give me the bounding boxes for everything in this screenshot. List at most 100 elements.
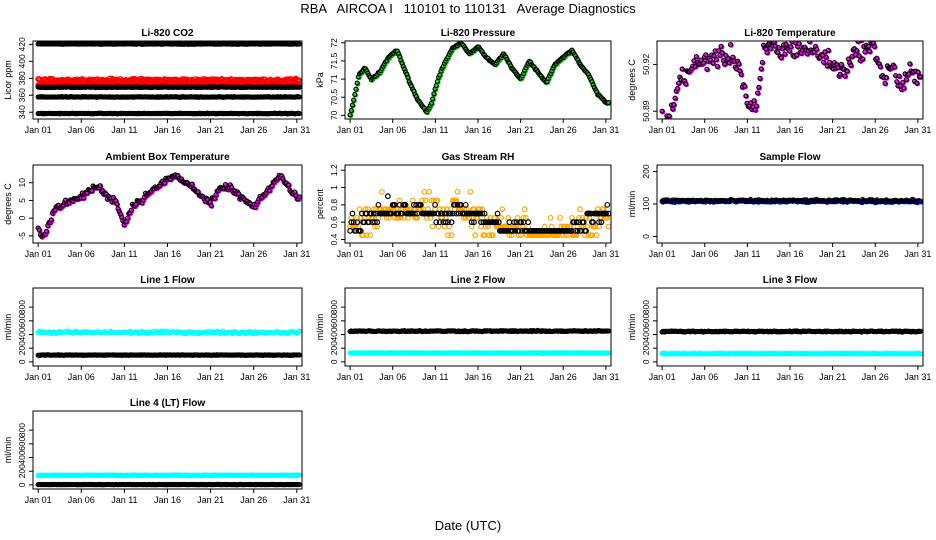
- data-point: [568, 227, 575, 234]
- data-point: [462, 201, 469, 208]
- data-point-halo: [759, 67, 765, 73]
- chart-title: Sample Flow: [759, 152, 820, 163]
- data-point: [481, 210, 488, 217]
- data-point: [835, 64, 841, 70]
- data-point-halo: [868, 49, 874, 55]
- data-point: [793, 52, 800, 58]
- y-tick-label: 70.5: [329, 89, 339, 106]
- data-point-halo: [744, 94, 750, 100]
- data-point: [825, 47, 832, 53]
- data-point-halo: [756, 91, 761, 97]
- data-point: [431, 91, 437, 97]
- data-point: [436, 219, 443, 226]
- data-point-halo: [739, 72, 745, 78]
- data-point: [434, 197, 441, 204]
- data-point: [572, 53, 579, 59]
- data-point-halo: [843, 74, 849, 80]
- data-point: [806, 41, 813, 45]
- x-tick-label: Jan 06: [68, 249, 95, 259]
- data-marks: [347, 327, 611, 356]
- x-tick-label: Jan 31: [904, 125, 931, 135]
- data-point-halo: [789, 45, 794, 51]
- x-tick-label: Jan 31: [592, 372, 619, 382]
- data-point: [714, 63, 721, 70]
- y-axis-title: ml/min: [627, 314, 637, 341]
- data-point: [89, 188, 95, 194]
- data-point: [429, 223, 436, 230]
- data-point: [398, 57, 404, 64]
- data-point: [348, 107, 354, 114]
- data-point-halo: [432, 92, 438, 98]
- data-point: [125, 215, 131, 221]
- data-point-halo: [855, 49, 861, 54]
- data-point: [421, 188, 428, 195]
- data-point: [718, 43, 724, 49]
- data-point-halo: [129, 208, 135, 214]
- data-point: [580, 219, 587, 226]
- data-point: [506, 219, 513, 226]
- y-axis-title: Licor ppm: [3, 60, 13, 100]
- data-point: [401, 214, 408, 221]
- data-point-halo: [434, 84, 440, 89]
- y-axis-title: degrees C: [3, 183, 13, 225]
- x-tick-label: Jan 06: [68, 372, 95, 382]
- data-point-halo: [355, 81, 361, 87]
- x-tick-label: Jan 01: [649, 125, 676, 135]
- y-tick-label: 10: [17, 178, 27, 188]
- data-point: [711, 53, 717, 59]
- data-point: [48, 217, 54, 223]
- x-tick-label: Jan 16: [776, 125, 803, 135]
- data-point-halo: [352, 98, 357, 104]
- data-point: [353, 86, 359, 92]
- data-point: [821, 59, 827, 65]
- chart-title: Gas Stream RH: [442, 152, 515, 163]
- x-tick-label: Jan 21: [507, 249, 534, 259]
- series-sample: [659, 328, 923, 335]
- data-point: [472, 232, 479, 239]
- data-point-halo: [849, 63, 855, 69]
- data-point: [518, 219, 525, 226]
- data-point: [917, 198, 923, 204]
- x-tick-label: Jan 16: [776, 249, 803, 259]
- data-point: [700, 60, 707, 66]
- data-point: [735, 58, 741, 64]
- data-point-halo: [667, 114, 673, 119]
- data-point: [498, 214, 505, 221]
- data-point: [874, 55, 880, 61]
- y-tick-label: 600: [17, 313, 27, 327]
- data-point: [891, 64, 898, 70]
- data-point: [371, 219, 378, 226]
- y-tick-label: 400: [17, 327, 27, 341]
- data-point-halo: [915, 81, 921, 87]
- y-tick-label: 800: [329, 300, 339, 314]
- data-point: [400, 63, 406, 69]
- y-tick-label: 70: [329, 110, 339, 120]
- y-tick-label: 400: [329, 327, 339, 341]
- x-tick-label: Jan 11: [111, 372, 137, 382]
- data-point: [671, 102, 677, 108]
- y-axis-title: ml/min: [315, 314, 325, 341]
- data-point: [796, 41, 802, 47]
- data-point: [710, 60, 716, 66]
- data-marks: [659, 328, 923, 357]
- x-tick-label: Jan 26: [862, 125, 889, 135]
- data-point: [402, 201, 409, 208]
- y-tick-label: -5: [17, 232, 27, 240]
- x-tick-label: Jan 16: [464, 249, 491, 259]
- data-point: [605, 223, 611, 230]
- data-point-halo: [752, 99, 758, 105]
- x-tick-label: Jan 16: [154, 372, 181, 382]
- data-point-halo: [861, 57, 866, 63]
- data-point-halo: [908, 62, 914, 68]
- y-tick-label: 200: [329, 341, 339, 355]
- x-tick-label: Jan 21: [197, 249, 224, 259]
- y-tick-label: 71.5: [329, 52, 339, 69]
- y-tick-label: 1: [329, 185, 339, 190]
- data-point: [596, 219, 602, 226]
- data-point: [585, 71, 591, 78]
- series-line-flow: [347, 350, 611, 356]
- data-point: [757, 75, 763, 81]
- y-tick-label: 400: [17, 54, 27, 68]
